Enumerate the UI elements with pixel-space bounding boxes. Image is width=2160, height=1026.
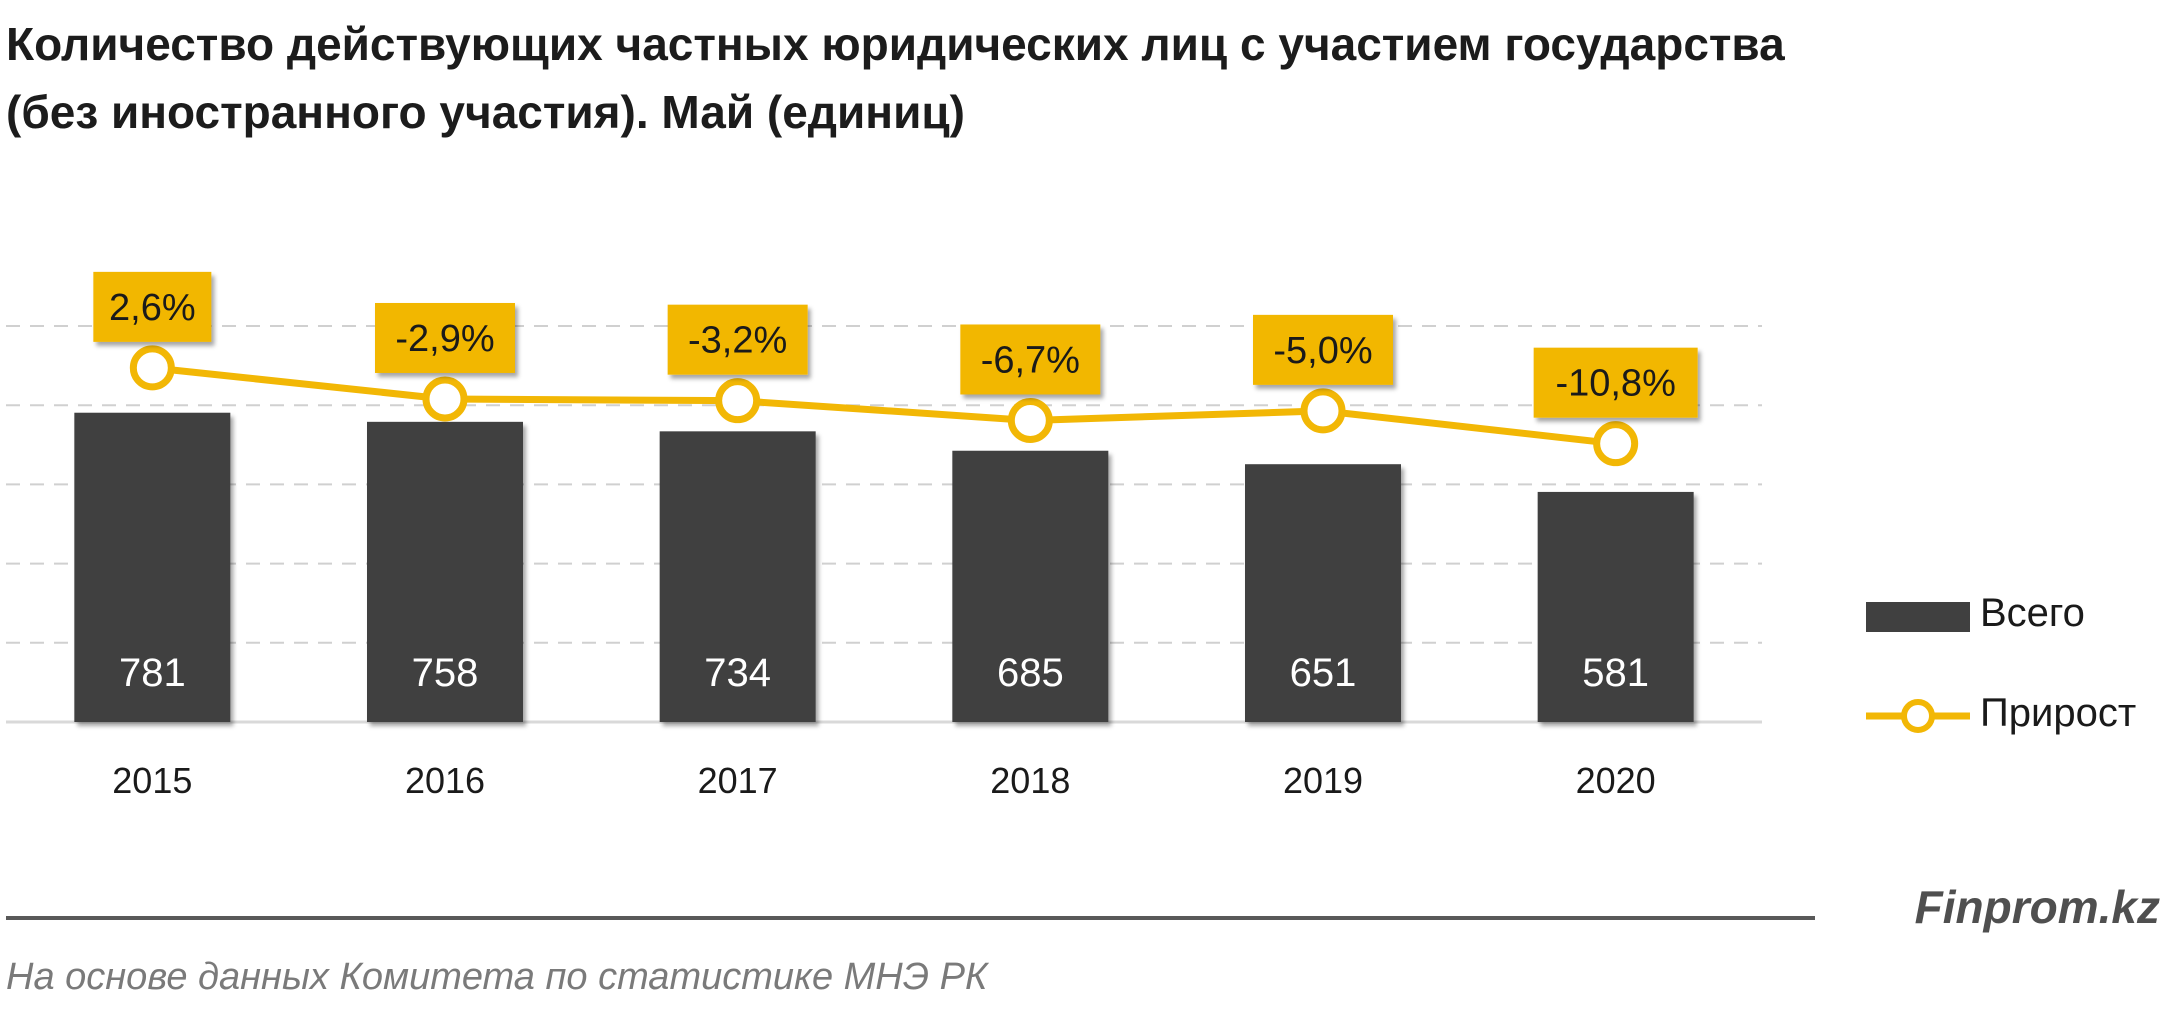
growth-point: [1007, 397, 1053, 443]
growth-label-box: [960, 324, 1101, 395]
legend-swatch-marker: [1901, 699, 1935, 733]
growth-point: [129, 345, 175, 391]
bar: [1537, 491, 1694, 722]
legend-label-line: Прирост: [1980, 691, 2136, 735]
bar: [952, 450, 1109, 722]
x-tick-label: 2020: [1576, 760, 1656, 801]
growth-line: [151, 364, 1617, 448]
growth-point: [1593, 421, 1639, 467]
source-note: На основе данных Комитета по статистике …: [6, 956, 988, 998]
x-tick-label: 2016: [405, 760, 485, 801]
growth-label-box: [375, 302, 515, 373]
growth-label-box: [1253, 314, 1393, 385]
bar-value-label: 685: [997, 651, 1064, 695]
bar-value-label: 758: [412, 651, 479, 695]
growth-line-series: 2,6% -2,9% -3,2% -6,7% -5,0% -10,8%: [93, 271, 1698, 467]
x-tick-label: 2019: [1283, 760, 1363, 801]
bar-value-label: 651: [1290, 651, 1357, 695]
legend-label-bar: Всего: [1980, 591, 2085, 635]
growth-label-box: [93, 271, 212, 342]
bar-value-label: 781: [119, 651, 186, 695]
x-tick-label: 2017: [698, 760, 778, 801]
bar-value-label: 581: [1582, 651, 1649, 695]
growth-value-label: -2,9%: [395, 318, 494, 360]
bar: [74, 412, 231, 722]
growth-point: [1300, 388, 1346, 434]
growth-point: [715, 378, 761, 424]
growth-label-box: [667, 304, 808, 375]
bar-series: 781 758 734 685 651 581: [74, 412, 1694, 722]
legend: Всего Прирост: [1866, 591, 2136, 735]
chart-title-line-2: (без иностранного участия). Май (единиц): [6, 86, 965, 138]
watermark: Finprom.kz: [1914, 881, 2160, 933]
growth-point: [422, 376, 468, 422]
growth-value-label: -6,7%: [981, 339, 1080, 381]
chart-title: Количество действующих частных юридическ…: [6, 10, 2106, 146]
x-tick-label: 2015: [112, 760, 192, 801]
x-axis: 2015 2016 2017 2018 2019 2020: [112, 760, 1655, 801]
bar: [1245, 464, 1401, 722]
growth-value-label: -5,0%: [1273, 330, 1372, 372]
growth-value-label: -10,8%: [1555, 363, 1675, 405]
bar-value-label: 734: [704, 651, 771, 695]
growth-label-box: [1533, 347, 1698, 418]
bar: [367, 421, 523, 722]
legend-swatch-bar: [1866, 602, 1970, 632]
gridlines: [6, 325, 1762, 724]
growth-value-label: 2,6%: [109, 287, 196, 329]
chart-title-line-1: Количество действующих частных юридическ…: [6, 18, 1785, 70]
x-tick-label: 2018: [990, 760, 1070, 801]
bar: [659, 431, 816, 722]
growth-value-label: -3,2%: [688, 320, 787, 362]
